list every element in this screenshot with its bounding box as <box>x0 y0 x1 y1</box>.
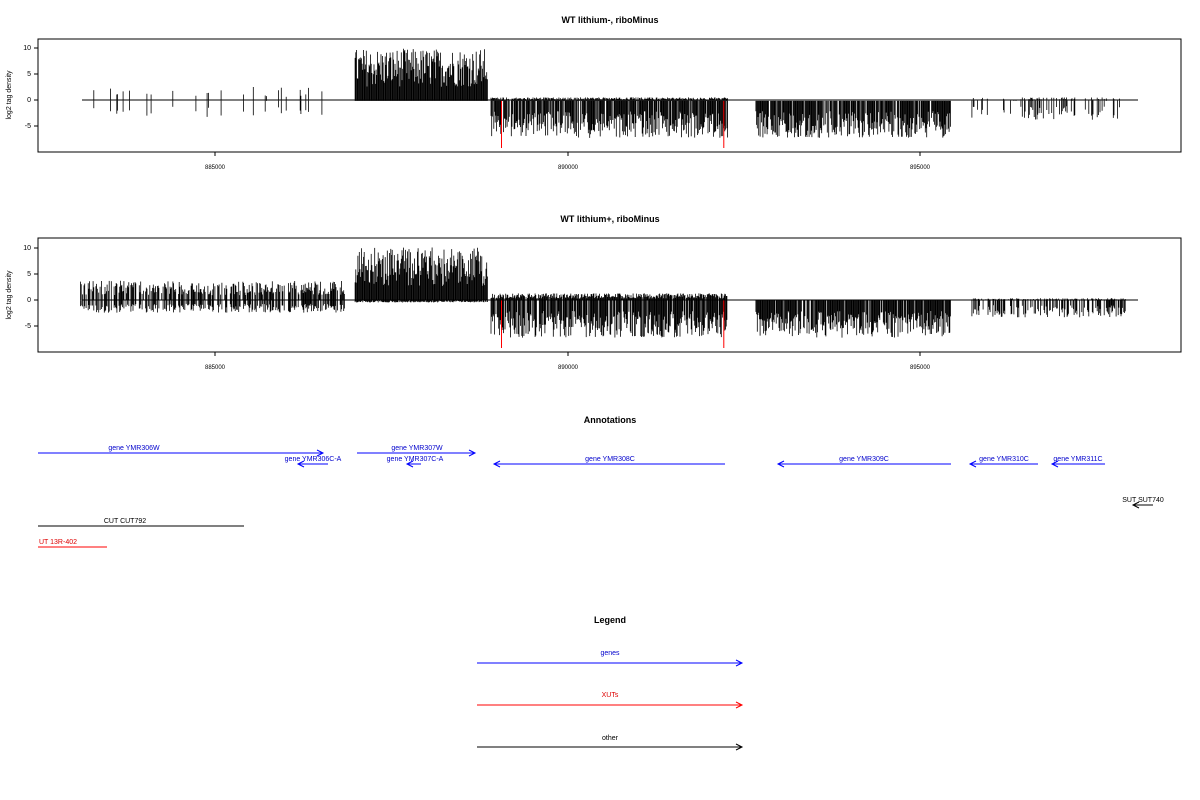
x-tick-label: 890000 <box>558 165 579 171</box>
gene-label: gene YMR309C <box>839 456 889 463</box>
arrow-head-icon <box>735 659 744 667</box>
arrow-head-icon <box>492 460 501 468</box>
gene-annotation: gene YMR307W <box>357 445 477 457</box>
y-tick-label: 0 <box>27 297 31 304</box>
arrow-head-icon <box>405 460 414 468</box>
y-tick-label: -5 <box>25 323 31 330</box>
x-tick-label: 885000 <box>205 365 226 371</box>
gene-annotation: gene YMR307C-A <box>387 456 444 468</box>
arrow-head-icon <box>1050 460 1059 468</box>
legend-item-xuts: XUTs <box>477 692 744 709</box>
legend-title: Legend <box>594 615 626 625</box>
y-axis-label: log2 tag density <box>6 70 13 120</box>
y-tick-label: -5 <box>25 123 31 130</box>
y-tick-label: 10 <box>23 245 31 252</box>
arrow-head-icon <box>468 449 477 457</box>
x-tick-label: 895000 <box>910 365 931 371</box>
plot-frame <box>37 38 1182 153</box>
arrow-head-icon <box>316 449 325 457</box>
legend-label: other <box>602 735 619 742</box>
y-tick-label: 10 <box>23 45 31 52</box>
gene-label: gene YMR306W <box>108 445 160 452</box>
arrow-head-icon <box>776 460 785 468</box>
arrow-head-icon <box>735 743 744 751</box>
annotation-label: CUT CUT792 <box>104 518 146 525</box>
x-tick-label: 885000 <box>205 165 226 171</box>
annotations-track: Annotations gene YMR306W gene YMR306C-A … <box>38 415 1164 548</box>
gene-label: gene YMR310C <box>979 456 1029 463</box>
gene-annotation: gene YMR309C <box>776 456 951 468</box>
annotations-title: Annotations <box>584 415 637 425</box>
arrow-head-icon <box>968 460 977 468</box>
legend-item-genes: genes <box>477 650 744 667</box>
legend-label: genes <box>600 650 620 657</box>
x-axis: 885000 890000 895000 <box>205 352 931 371</box>
y-tick-label: 5 <box>27 271 31 278</box>
annotation-label: SUT SUT740 <box>1122 497 1164 504</box>
gene-annotation: gene YMR306C-A <box>285 456 342 468</box>
legend-item-other: other <box>477 735 744 751</box>
y-tick-label: 5 <box>27 71 31 78</box>
arrow-head-icon <box>735 701 744 709</box>
xut-annotation: UT 13R-402 <box>38 539 107 548</box>
annotation-label: UT 13R-402 <box>39 539 77 546</box>
panel-title: WT lithium+, riboMinus <box>560 214 659 224</box>
gene-annotation: gene YMR306W <box>38 445 325 457</box>
x-axis: 885000 890000 895000 <box>205 152 931 171</box>
signal-bars <box>80 247 1126 348</box>
y-axis: 10 5 0 -5 <box>23 45 38 130</box>
gene-label: gene YMR306C-A <box>285 456 342 463</box>
signal-bars <box>93 48 1120 148</box>
panel-lithium-minus: WT lithium-, riboMinus log2 tag density … <box>6 15 1182 171</box>
y-tick-label: 0 <box>27 97 31 104</box>
gene-label: gene YMR307W <box>391 445 443 452</box>
x-tick-label: 890000 <box>558 365 579 371</box>
gene-annotation: gene YMR310C <box>968 456 1038 468</box>
gene-label: gene YMR307C-A <box>387 456 444 463</box>
gene-label: gene YMR308C <box>585 456 635 463</box>
gene-label: gene YMR311C <box>1053 456 1102 463</box>
gene-annotation: gene YMR308C <box>492 456 725 468</box>
legend: Legend genes XUTs other <box>477 615 744 751</box>
other-annotation: CUT CUT792 <box>38 518 244 527</box>
arrow-head-icon <box>296 460 305 468</box>
plot-frame <box>37 237 1182 353</box>
panel-lithium-plus: WT lithium+, riboMinus log2 tag density … <box>6 214 1182 371</box>
x-tick-label: 895000 <box>910 165 931 171</box>
panel-title: WT lithium-, riboMinus <box>562 15 659 25</box>
other-annotation: SUT SUT740 <box>1122 497 1164 509</box>
y-axis-label: log2 tag density <box>6 270 13 320</box>
legend-label: XUTs <box>602 692 619 699</box>
gene-annotation: gene YMR311C <box>1050 456 1105 468</box>
arrow-head-icon <box>1131 501 1140 509</box>
y-axis: 10 5 0 -5 <box>23 245 38 330</box>
